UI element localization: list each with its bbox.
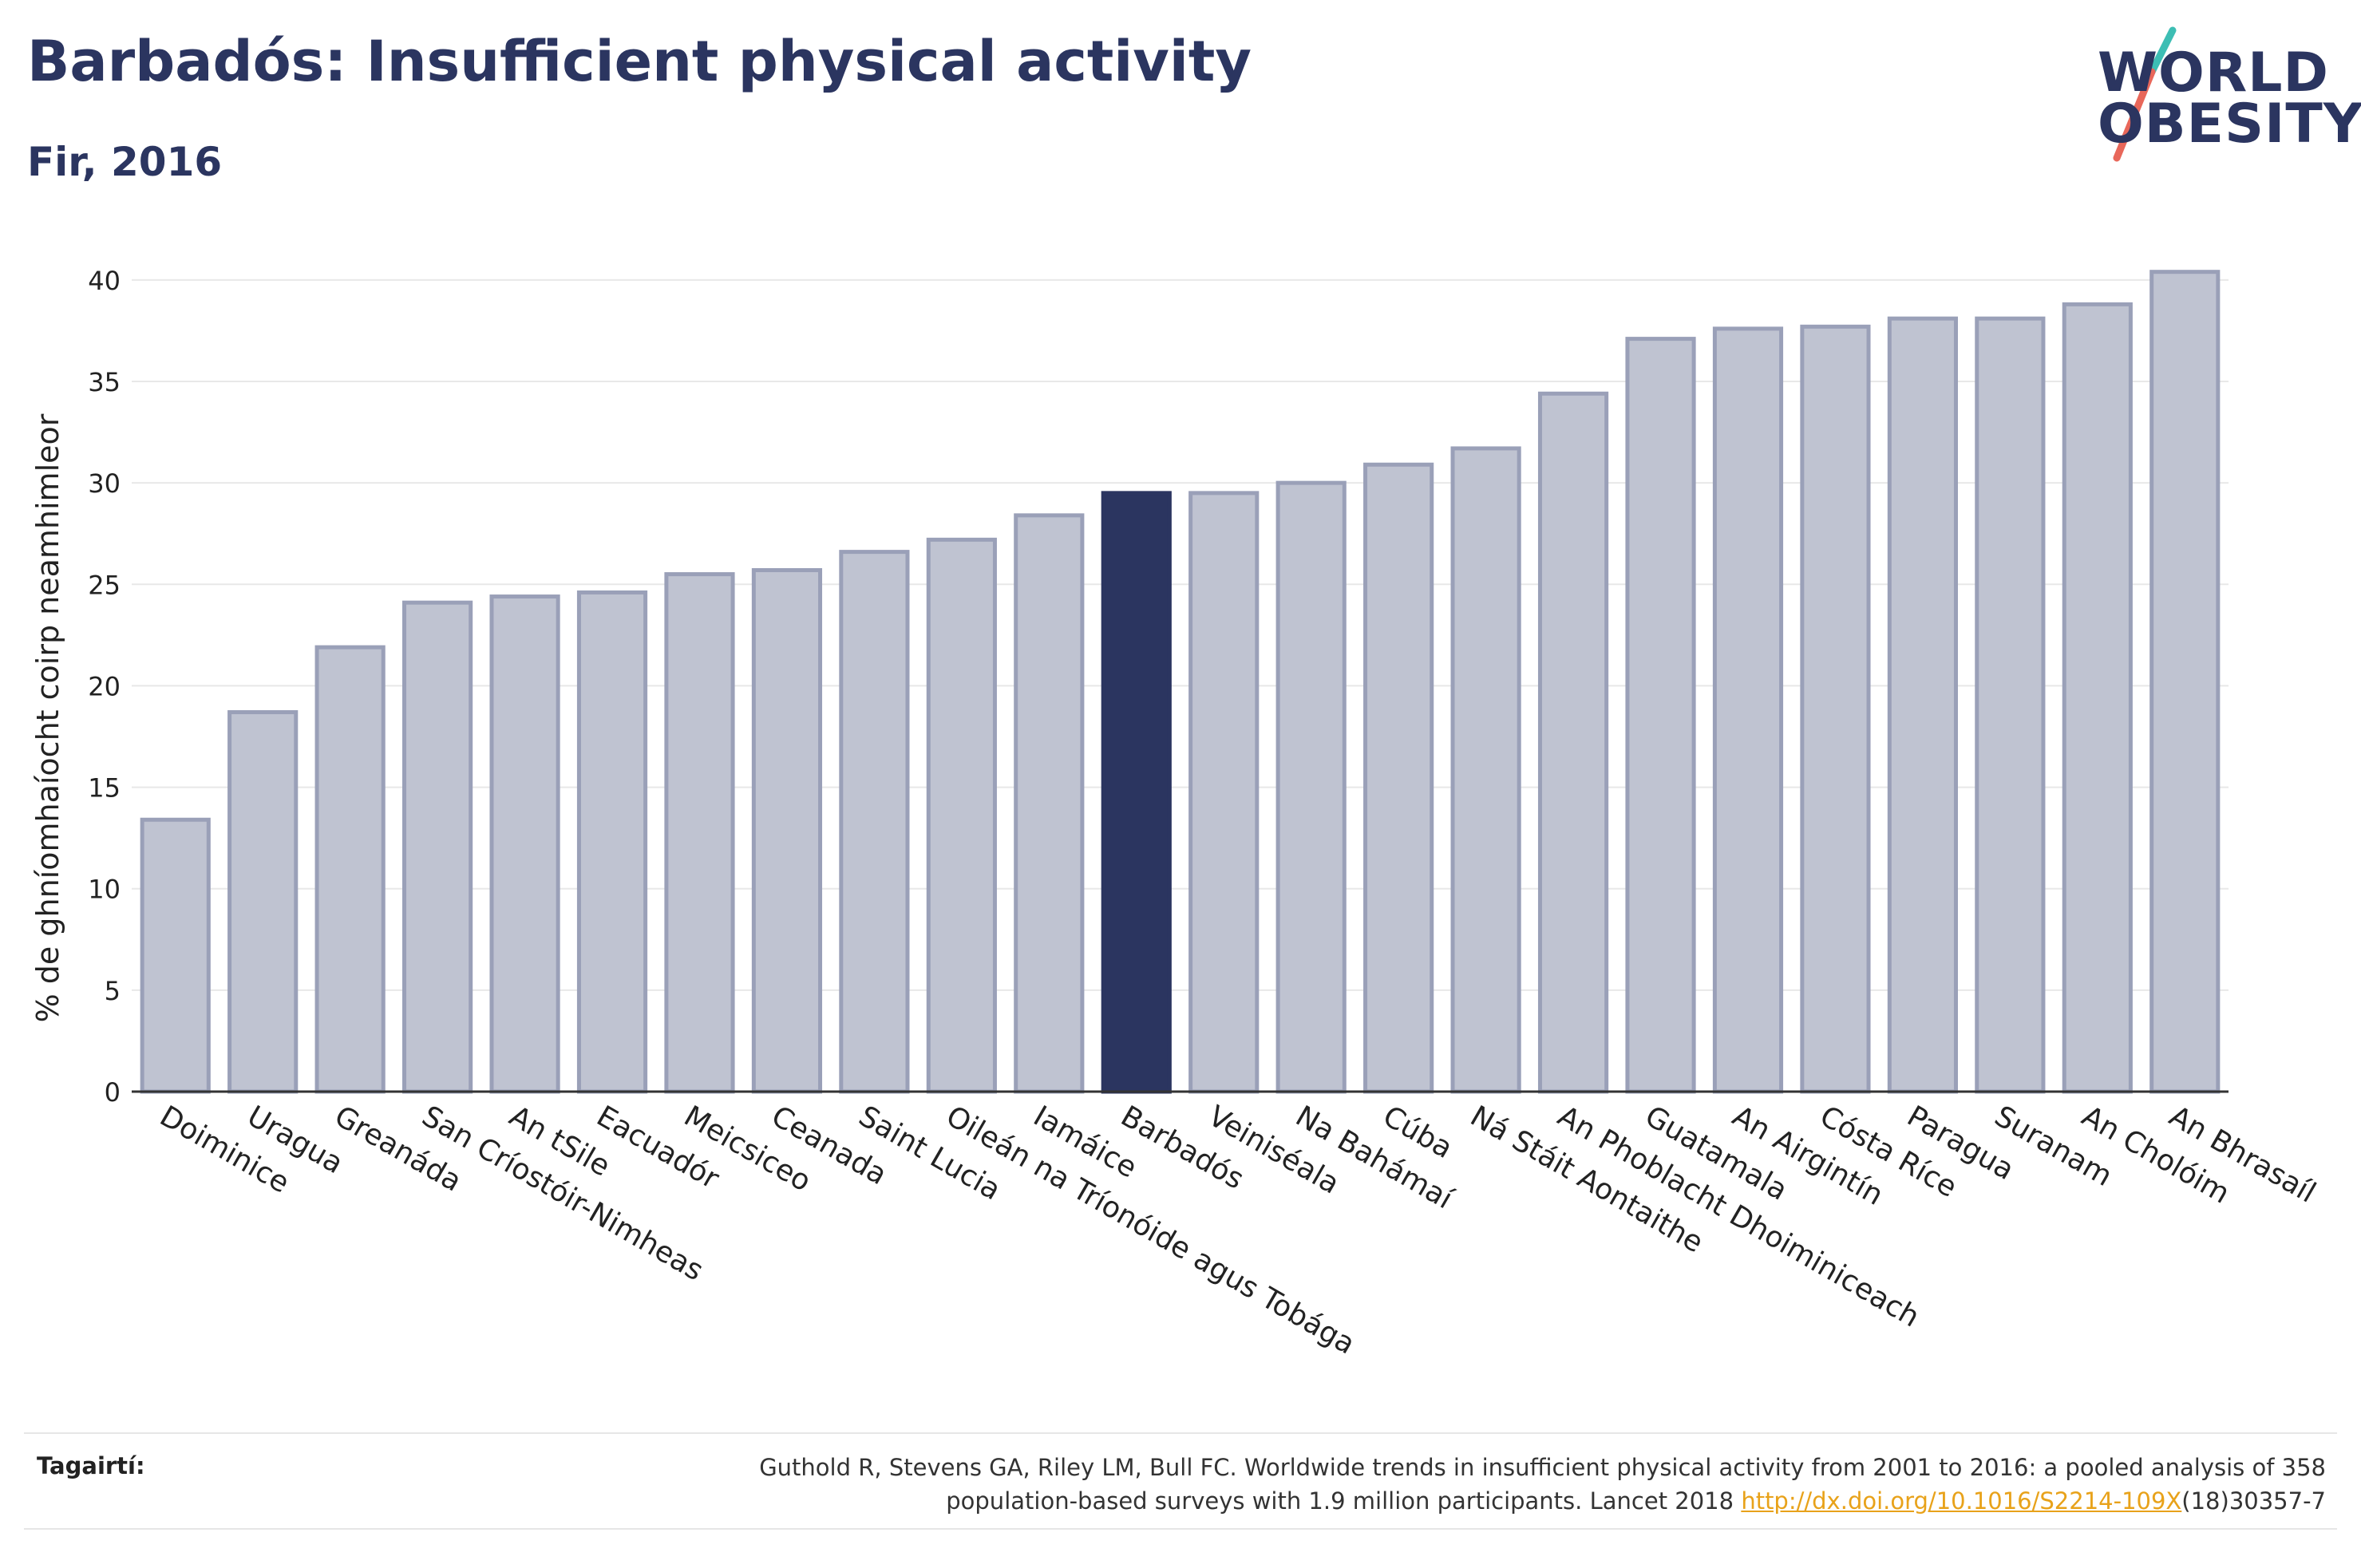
y-tick-label: 25 (88, 570, 121, 600)
footer-divider-bottom (24, 1528, 2337, 1530)
bar-12[interactable] (1188, 491, 1260, 1094)
chart-subtitle: Fir, 2016 (27, 139, 223, 185)
grid-lines (132, 278, 2229, 991)
bar-chart: 0510152025303540DoiminiceUraguaGreanádaS… (88, 266, 2321, 1361)
reference-line-2: population-based surveys with 1.9 millio… (946, 1487, 1742, 1515)
bar-20[interactable] (1887, 316, 1958, 1094)
footer-divider-top (24, 1432, 2337, 1434)
bar-7[interactable] (751, 567, 823, 1094)
bar-3[interactable] (402, 600, 473, 1094)
logo-line-2: OBESITY (2098, 93, 2361, 156)
bar-21[interactable] (1975, 316, 2046, 1094)
bar-16[interactable] (1537, 391, 1609, 1094)
reference-text: Guthold R, Stevens GA, Riley LM, Bull FC… (490, 1451, 2326, 1518)
bar-23[interactable] (2149, 270, 2221, 1094)
logo-slash-icon (2113, 26, 2177, 162)
y-tick-label: 40 (88, 266, 121, 296)
chart-title: Barbadós: Insufficient physical activity (27, 29, 1252, 94)
y-tick-label: 30 (88, 468, 121, 499)
reference-doi-link[interactable]: http://dx.doi.org/10.1016/S2214-109X (1741, 1487, 2182, 1515)
reference-line-2-end: (18)30357-7 (2181, 1487, 2326, 1515)
bar-19[interactable] (1800, 324, 1871, 1094)
references-label: Tagairtí: (37, 1452, 145, 1479)
bar-11[interactable] (1101, 491, 1172, 1094)
y-tick-label: 10 (88, 875, 121, 905)
bar-5[interactable] (576, 590, 648, 1094)
bars (140, 270, 2221, 1094)
y-tick-label: 35 (88, 367, 121, 397)
reference-line-1: Guthold R, Stevens GA, Riley LM, Bull FC… (759, 1454, 2326, 1481)
bar-15[interactable] (1450, 446, 1521, 1094)
bar-8[interactable] (839, 550, 910, 1094)
bar-2[interactable] (314, 645, 386, 1094)
bar-22[interactable] (2062, 302, 2133, 1094)
bar-17[interactable] (1625, 337, 1696, 1094)
y-tick-label: 0 (105, 1077, 121, 1108)
bar-6[interactable] (664, 572, 735, 1094)
y-tick-label: 15 (88, 773, 121, 804)
world-obesity-logo: WORLD OBESITY (2083, 24, 2361, 168)
bar-14[interactable] (1363, 462, 1434, 1094)
bar-18[interactable] (1712, 326, 1784, 1094)
y-tick-label: 5 (105, 976, 121, 1006)
bar-9[interactable] (926, 537, 997, 1094)
y-tick-label: 20 (88, 671, 121, 701)
bar-1[interactable] (227, 709, 299, 1094)
bar-13[interactable] (1275, 480, 1347, 1094)
bar-0[interactable] (140, 817, 211, 1094)
logo-line-1: WORLD (2098, 41, 2329, 105)
bar-10[interactable] (1014, 513, 1085, 1094)
bar-4[interactable] (489, 594, 560, 1094)
